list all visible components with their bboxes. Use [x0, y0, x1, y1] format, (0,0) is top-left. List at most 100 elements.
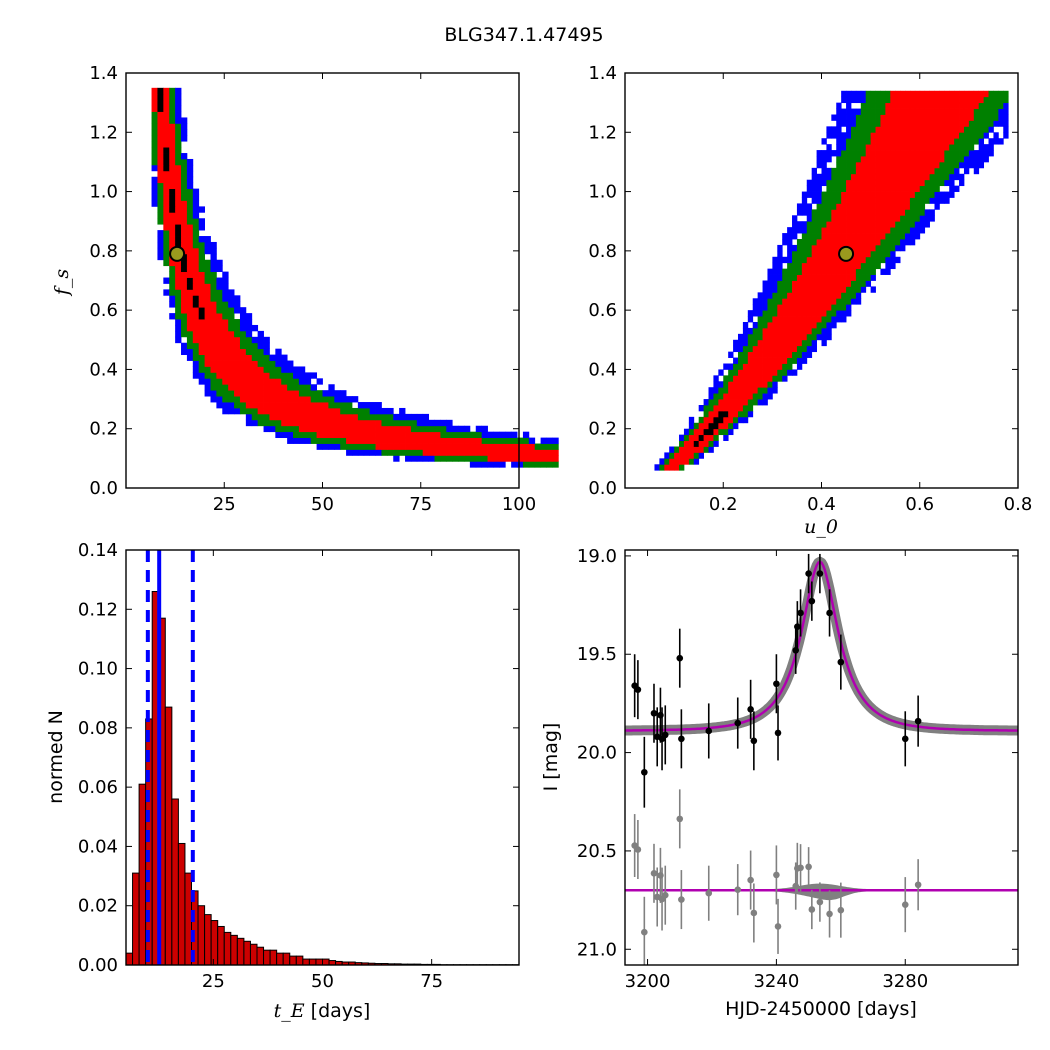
br-point: [676, 654, 684, 662]
tl-cell: [493, 455, 500, 462]
tl-cell: [469, 437, 477, 444]
tr-cell: [683, 434, 690, 441]
tl-cell: [275, 390, 282, 397]
tl-cell: [346, 407, 353, 415]
tr-cell: [885, 173, 891, 181]
tr-cell: [713, 434, 719, 441]
tl-cell: [410, 413, 418, 421]
tr-cell: [865, 96, 872, 104]
tl-cell: [163, 135, 170, 142]
tr-cell: [880, 179, 886, 187]
tr-cell: [811, 227, 817, 234]
tr-cell: [674, 452, 680, 459]
tr-cell: [772, 304, 778, 311]
tr-cell: [777, 310, 783, 317]
tl-cell: [228, 348, 235, 356]
tr-cell: [939, 96, 945, 104]
tr-cell: [836, 114, 842, 121]
tr-cell: [787, 369, 793, 376]
tr-cell: [693, 440, 700, 447]
tl-cell: [304, 437, 312, 444]
tl-cell: [440, 443, 447, 450]
tl-cell: [204, 289, 211, 296]
tr-cell: [959, 156, 965, 163]
tl-cell: [198, 378, 205, 385]
tr-cell: [836, 203, 842, 210]
tr-cell: [688, 440, 695, 447]
tl-cell: [304, 425, 312, 433]
tr-cell: [973, 120, 980, 127]
tr-cell: [836, 304, 842, 311]
tl-cell: [157, 194, 164, 201]
tl-cell: [357, 449, 365, 456]
tr-cell: [806, 274, 813, 281]
tl-cell: [186, 324, 194, 332]
tr-cell: [978, 144, 985, 151]
tr-cell: [669, 446, 675, 453]
tl-cell: [440, 419, 447, 427]
tr-cell: [801, 327, 808, 335]
tr-cell: [801, 227, 808, 234]
tr-cell: [752, 304, 759, 311]
tr-cell: [929, 215, 935, 222]
tl-cell: [186, 218, 194, 225]
tl-cell: [428, 455, 435, 462]
tr-cell: [860, 233, 867, 240]
tl-cell: [204, 330, 211, 338]
tl-cell: [169, 105, 176, 112]
tr-cell: [944, 126, 950, 133]
tr-cell: [742, 393, 749, 400]
tl-cell: [228, 354, 235, 361]
tr-cell: [909, 156, 916, 163]
tr-cell: [772, 298, 778, 305]
tr-cell: [841, 150, 847, 157]
tr-cell: [811, 179, 817, 187]
tl-cell: [387, 437, 394, 444]
tl-cell: [228, 301, 235, 308]
tr-cell: [885, 191, 891, 198]
tl-cell: [269, 425, 276, 433]
tr-cell: [993, 108, 999, 115]
tl-cell: [157, 117, 164, 124]
tr-cell: [998, 108, 1004, 115]
tr-cell: [939, 126, 945, 133]
tl-cell: [204, 324, 211, 332]
tr-cell: [826, 167, 832, 175]
tr-cell: [659, 458, 665, 465]
tr-cell: [905, 156, 911, 163]
tr-cell: [968, 132, 975, 139]
tr-cell: [865, 256, 872, 264]
br-point: [914, 717, 922, 725]
br-resid-point: [816, 898, 824, 906]
tr-cell: [895, 126, 901, 133]
tl-ytick-label: 1.0: [89, 182, 118, 203]
tl-cell: [151, 188, 158, 195]
tl-cell: [163, 200, 170, 207]
tl-cell: [186, 224, 194, 231]
tl-cell: [198, 241, 205, 249]
tr-cell: [905, 203, 911, 210]
tr-cell: [855, 280, 862, 287]
tl-cell: [192, 194, 200, 201]
tr-cell: [875, 250, 881, 258]
tr-cell: [821, 156, 827, 163]
br-resid-point: [808, 906, 816, 913]
tr-cell: [841, 209, 847, 216]
tr-ytick-label: 0.6: [588, 300, 617, 321]
tl-cell: [287, 372, 294, 379]
tl-cell: [192, 348, 200, 356]
tr-cell: [777, 345, 783, 353]
tr-cell: [659, 464, 665, 471]
tl-cell: [210, 283, 217, 290]
tr-cell: [860, 150, 867, 157]
tr-cell: [924, 209, 930, 216]
tr-cell: [880, 203, 886, 210]
tr-cell: [855, 132, 862, 139]
tr-cell: [1003, 120, 1009, 127]
tl-cell: [210, 354, 217, 361]
tl-cell: [257, 390, 264, 397]
tr-cell: [747, 345, 754, 353]
tr-cell: [885, 150, 891, 157]
tr-cell: [782, 369, 788, 376]
